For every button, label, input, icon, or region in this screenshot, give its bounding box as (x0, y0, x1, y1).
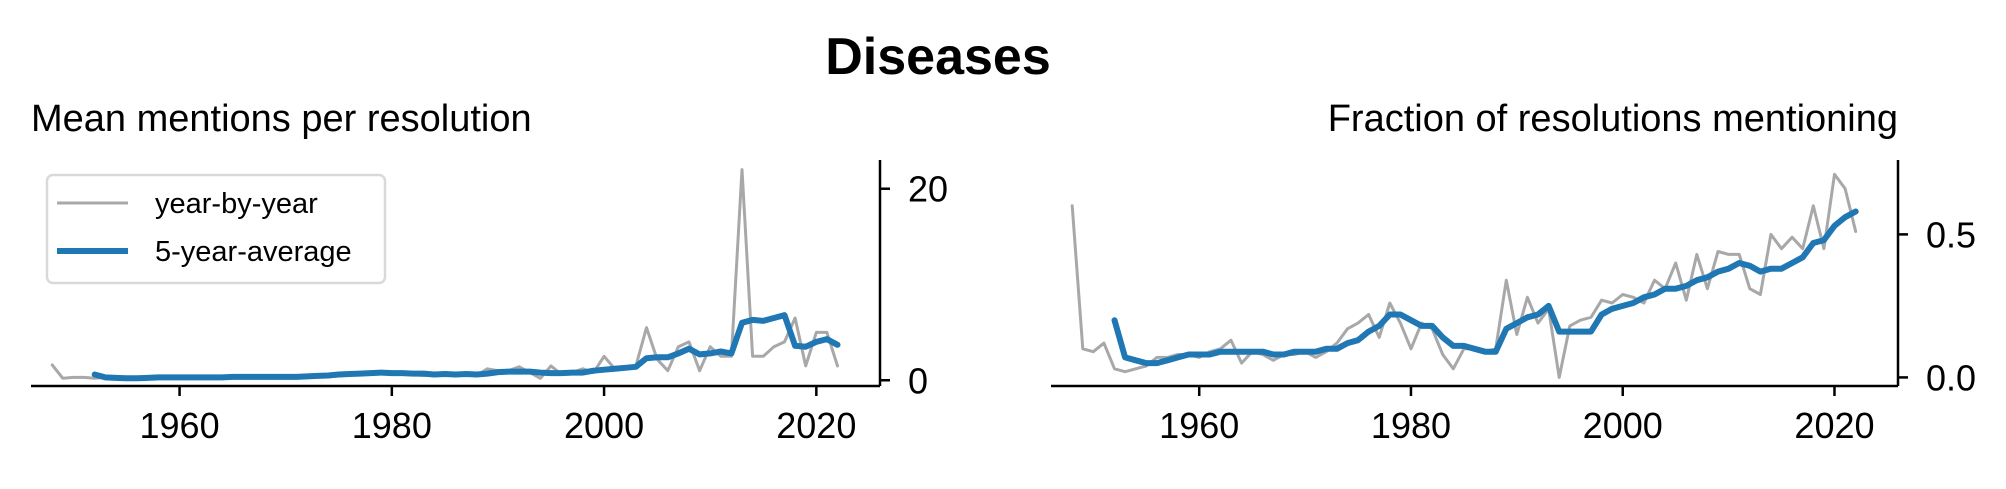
chart-panel-fraction-mentioning: Fraction of resolutions mentioning 1960 1… (1051, 98, 1976, 446)
legend: year-by-year 5-year-average (45, 173, 387, 285)
legend-frame (45, 173, 387, 285)
x-tick-label: 1960 (140, 405, 220, 446)
x-tick-label: 1960 (1159, 405, 1239, 446)
x-tick-label: 2020 (1794, 405, 1874, 446)
x-tick-label: 2000 (1583, 405, 1663, 446)
chart-title-mean-mentions: Mean mentions per resolution (31, 98, 532, 140)
series-line-5-year-average (91, 312, 841, 382)
y-tick-label: 20 (908, 169, 948, 210)
figure-title: Diseases (825, 28, 1051, 86)
x-tick-label: 2000 (564, 405, 644, 446)
x-tick-label: 1980 (1371, 405, 1451, 446)
legend-label-average: 5-year-average (155, 236, 352, 268)
series-line-5-year-average (1111, 208, 1859, 367)
y-tick-label: 0.5 (1926, 214, 1976, 255)
chart-panel-mean-mentions: Mean mentions per resolution 1960 1980 200… (31, 98, 948, 446)
chart-title-fraction-mentioning: Fraction of resolutions mentioning (1328, 98, 1898, 140)
y-tick-label: 0.0 (1926, 357, 1976, 398)
x-tick-label: 1980 (352, 405, 432, 446)
legend-label-yearly: year-by-year (155, 188, 318, 220)
x-tick-label: 2020 (776, 405, 856, 446)
y-tick-label: 0 (908, 360, 928, 401)
